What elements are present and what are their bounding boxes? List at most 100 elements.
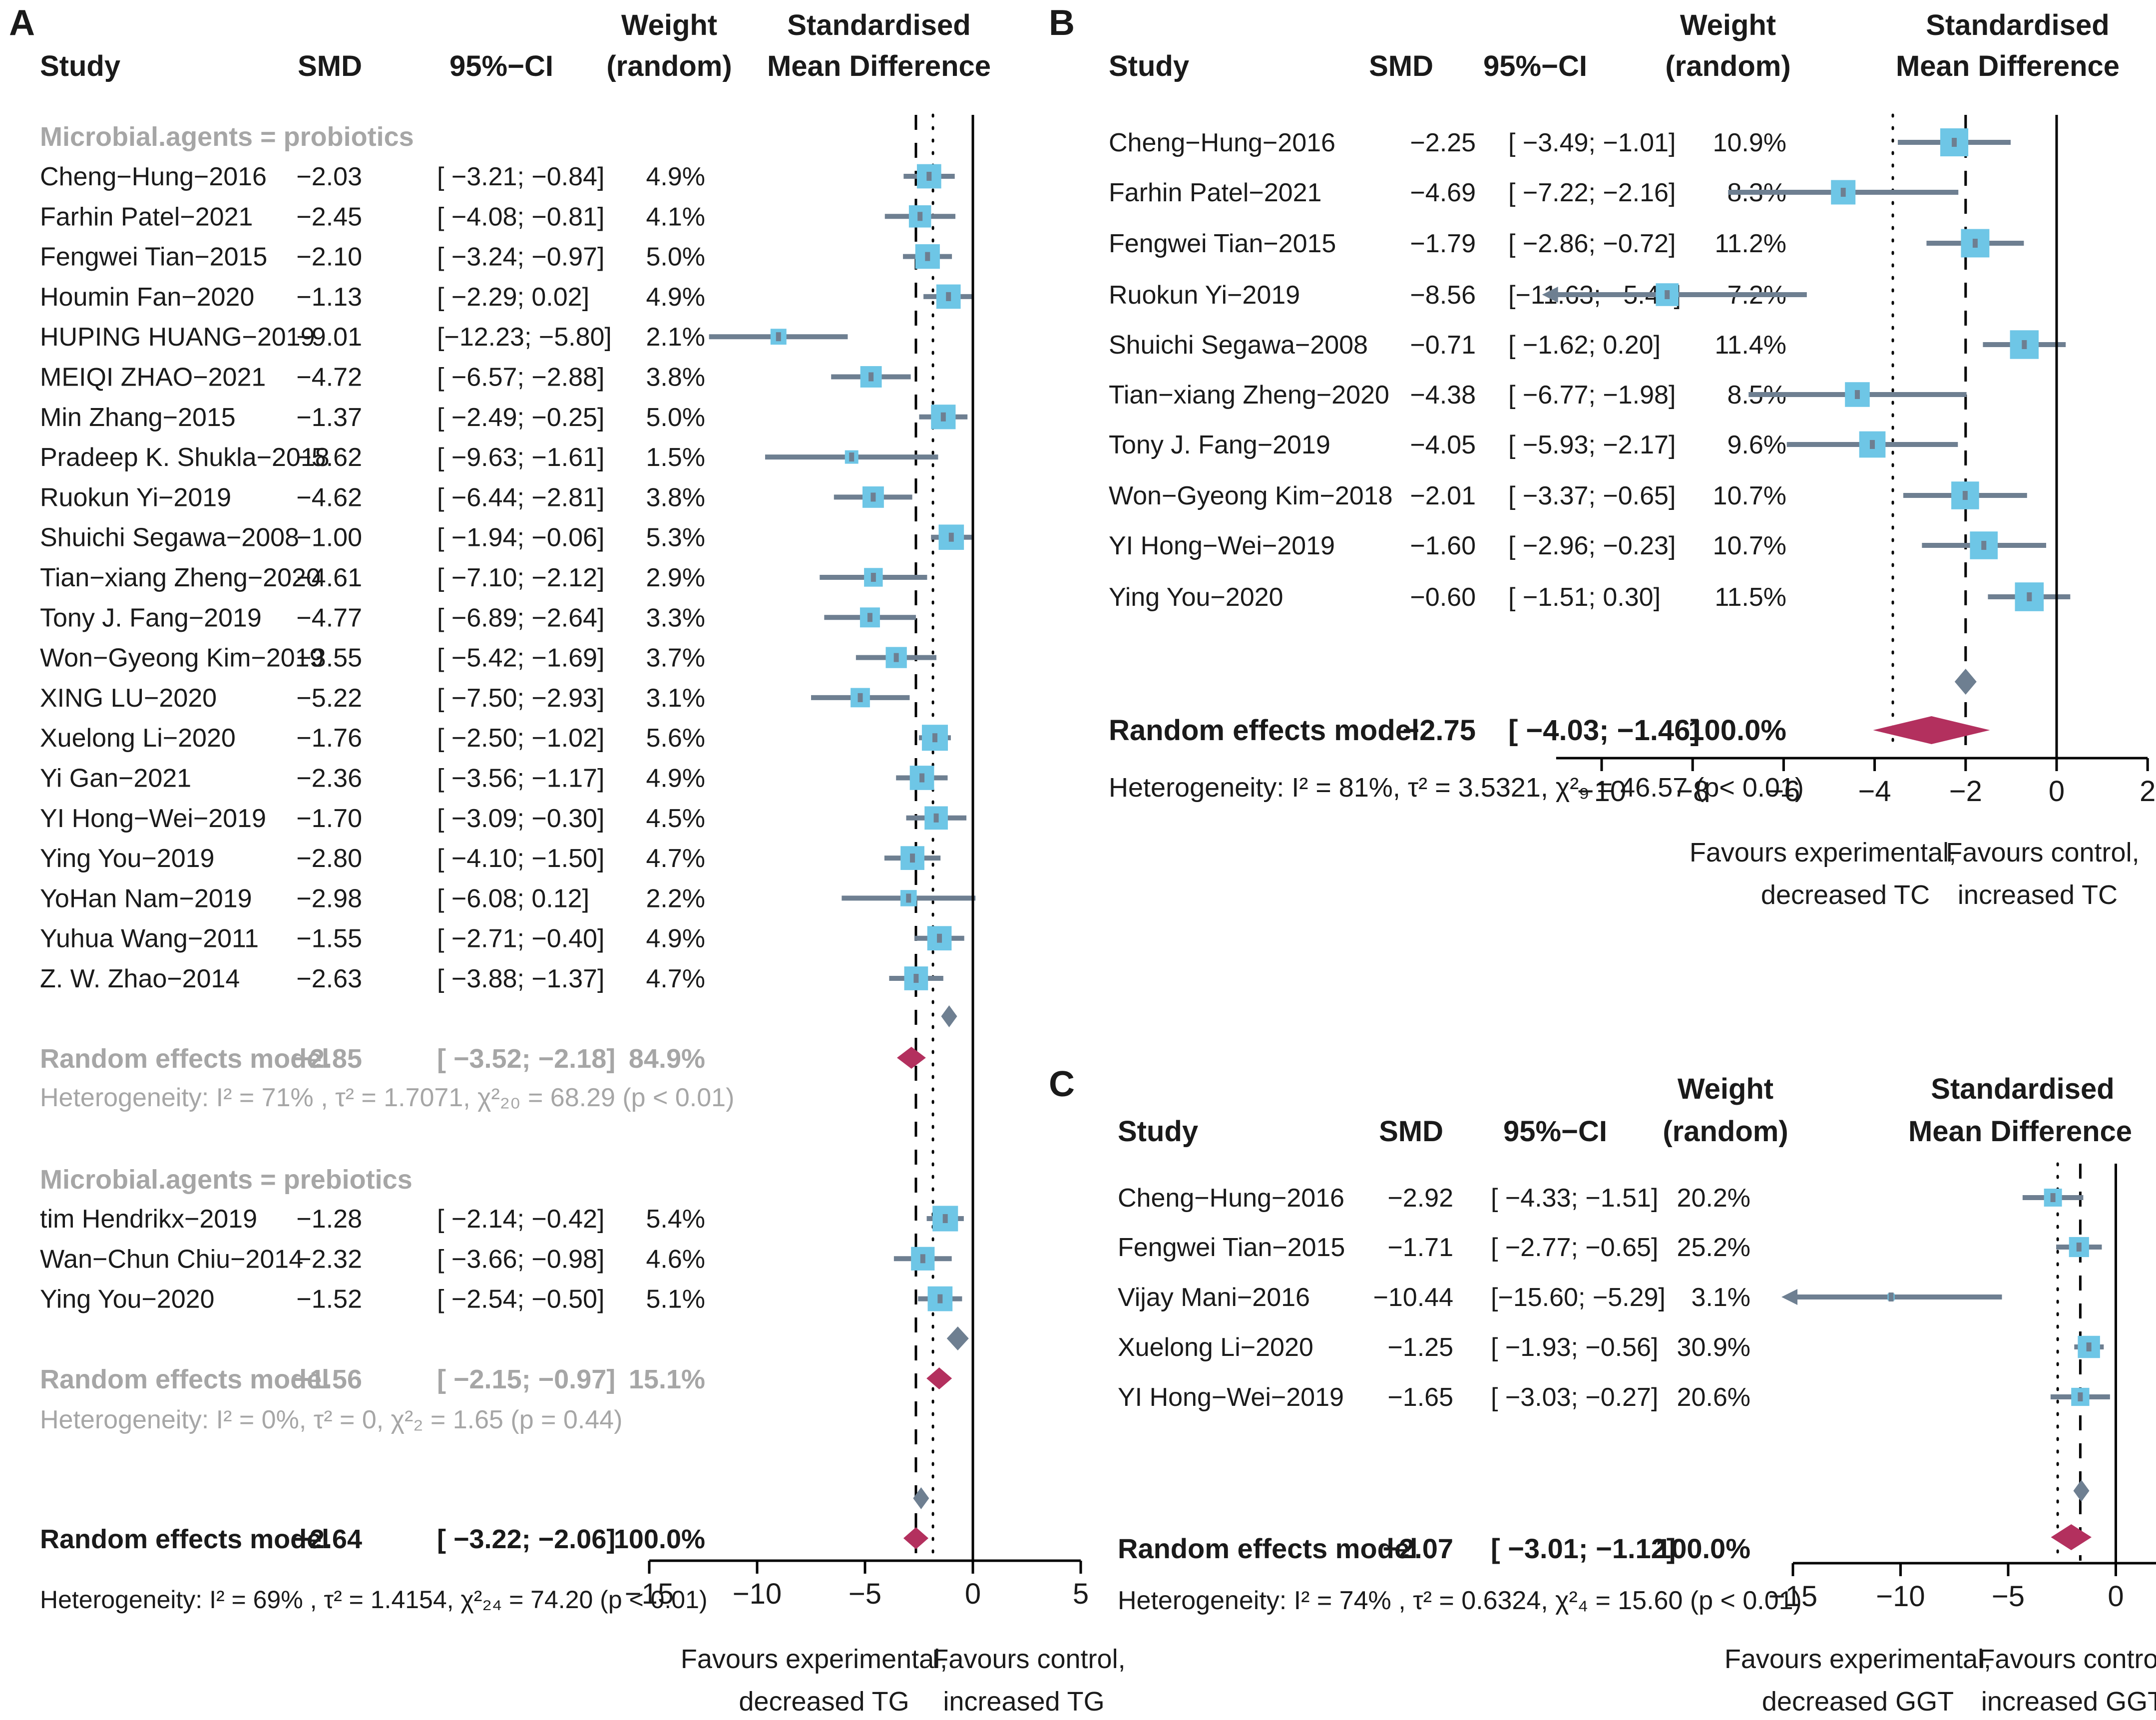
- favours-left-line1: Favours experimental,: [681, 1644, 947, 1674]
- study-name: Ruokun Yi−2019: [40, 483, 231, 512]
- point-estimate: [1981, 541, 1987, 550]
- heterogeneity-text: Heterogeneity: I² = 0%, τ² = 0, χ²₂ = 1.…: [40, 1405, 622, 1434]
- ci-value: [ −4.10; −1.50]: [437, 844, 604, 873]
- study-name: Tony J. Fang−2019: [1109, 430, 1330, 459]
- study-name: Ying You−2019: [40, 844, 214, 873]
- ci-value: [ −4.08; −0.81]: [437, 202, 604, 231]
- point-estimate: [2078, 1392, 2083, 1401]
- study-name: Cheng−Hung−2016: [1118, 1184, 1344, 1213]
- overall-model-diamond: [2051, 1524, 2092, 1550]
- smd-value: −1.28: [296, 1205, 362, 1234]
- overall-heterogeneity-text: Heterogeneity: I² = 74% , τ² = 0.6324, χ…: [1118, 1586, 1802, 1615]
- weight-value: 20.2%: [1677, 1184, 1750, 1213]
- smd-value: −9.01: [296, 323, 362, 352]
- point-estimate: [940, 412, 946, 422]
- smd-value: −2.10: [296, 243, 362, 272]
- ci-clip-arrow: [1542, 287, 1558, 303]
- ci-value: [ −3.88; −1.37]: [437, 964, 604, 993]
- overall-heterogeneity-text: Heterogeneity: I² = 69% , τ² = 1.4154, χ…: [40, 1586, 708, 1614]
- overall-prediction-marker: [913, 1487, 929, 1509]
- smd-value: −1.79: [1410, 229, 1476, 258]
- weight-value: 30.9%: [1677, 1333, 1750, 1362]
- ci-value: [ −6.44; −2.81]: [437, 483, 604, 512]
- weight-value: 1.5%: [646, 443, 705, 472]
- header-effect: Standardised: [787, 9, 970, 41]
- weight-value: 3.7%: [646, 644, 705, 673]
- smd-value: −2.32: [296, 1245, 362, 1274]
- point-estimate: [946, 292, 951, 301]
- weight-value: 5.0%: [646, 243, 705, 272]
- weight-value: 9.6%: [1727, 430, 1786, 459]
- header-effect: Standardised: [1926, 9, 2109, 41]
- study-name: Farhin Patel−2021: [40, 202, 253, 231]
- weight-value: 10.9%: [1713, 128, 1786, 157]
- overall-model-diamond: [1873, 716, 1990, 744]
- weight-value: 2.2%: [646, 884, 705, 913]
- x-tick-label: −8: [1676, 775, 1709, 808]
- group-prediction-marker: [941, 1005, 957, 1027]
- smd-value: −4.38: [1410, 381, 1476, 410]
- point-estimate: [1854, 390, 1860, 399]
- smd-value: −4.77: [296, 603, 362, 632]
- ci-value: [ −2.50; −1.02]: [437, 724, 604, 753]
- ci-value: [ −2.96; −0.23]: [1508, 531, 1676, 560]
- smd-value: −2.98: [296, 884, 362, 913]
- study-name: Fengwei Tian−2015: [1118, 1233, 1345, 1262]
- overall-model-weight: 100.0%: [1656, 1533, 1750, 1564]
- weight-value: 11.5%: [1715, 583, 1786, 612]
- model-weight: 84.9%: [629, 1044, 705, 1074]
- overall-model-weight: 100.0%: [614, 1524, 705, 1554]
- ci-value: [ −6.08; 0.12]: [437, 884, 589, 913]
- ci-value: [ −7.22; −2.16]: [1508, 178, 1676, 207]
- point-estimate: [948, 532, 954, 542]
- header-weight-sub: (random): [1665, 50, 1790, 82]
- point-estimate: [933, 813, 939, 823]
- x-tick-label: 0: [965, 1578, 981, 1610]
- point-estimate: [1888, 1292, 1894, 1301]
- smd-value: −5.22: [296, 684, 362, 713]
- ci-value: [ −3.09; −0.30]: [437, 804, 604, 833]
- prediction-marker: [1954, 669, 1977, 695]
- ci-value: [ −2.54; −0.50]: [437, 1285, 604, 1314]
- smd-value: −1.71: [1387, 1233, 1453, 1262]
- point-estimate: [1840, 188, 1846, 197]
- point-estimate: [910, 854, 915, 863]
- ci-value: [ −3.24; −0.97]: [437, 243, 604, 272]
- weight-value: 20.6%: [1677, 1383, 1750, 1412]
- study-name: Houmin Fan−2020: [40, 283, 254, 312]
- overall-model-smd: −2.75: [1402, 714, 1476, 747]
- point-estimate: [1952, 138, 1957, 147]
- point-estimate: [2050, 1193, 2056, 1202]
- overall-model-label: Random effects model: [1118, 1533, 1418, 1564]
- weight-value: 10.7%: [1713, 481, 1786, 510]
- ci-value: [ −6.89; −2.64]: [437, 603, 604, 632]
- weight-value: 4.9%: [646, 924, 705, 953]
- ci-value: [ −2.86; −0.72]: [1508, 229, 1676, 258]
- smd-value: −2.63: [296, 964, 362, 993]
- ci-value: [ −1.62; 0.20]: [1508, 331, 1661, 360]
- header-smd: SMD: [1369, 50, 1433, 82]
- study-name: Xuelong Li−2020: [1118, 1333, 1313, 1362]
- point-estimate: [920, 1254, 925, 1264]
- point-estimate: [942, 1214, 948, 1223]
- smd-value: −2.25: [1410, 128, 1476, 157]
- ci-value: [−15.60; −5.29]: [1491, 1283, 1666, 1312]
- x-tick-label: −5: [1992, 1580, 2025, 1613]
- study-name: Tony J. Fang−2019: [40, 603, 262, 632]
- study-name: Vijay Mani−2016: [1118, 1283, 1310, 1312]
- header-ci: 95%−CI: [1503, 1115, 1607, 1148]
- study-name: YI Hong−Wei−2019: [40, 804, 266, 833]
- point-estimate: [870, 492, 876, 502]
- favours-left-line1: Favours experimental,: [1690, 838, 1956, 867]
- overall-model-smd: −2.07: [1382, 1533, 1453, 1564]
- smd-value: −1.70: [296, 804, 362, 833]
- smd-value: −2.36: [296, 764, 362, 793]
- ci-value: [ −4.33; −1.51]: [1491, 1184, 1658, 1213]
- weight-value: 3.1%: [1691, 1283, 1750, 1312]
- study-name: Ruokun Yi−2019: [1109, 281, 1300, 310]
- weight-value: 10.7%: [1713, 531, 1786, 560]
- point-estimate: [868, 372, 874, 382]
- ci-value: [ −2.14; −0.42]: [437, 1205, 604, 1234]
- point-estimate: [867, 613, 872, 622]
- header-effect-sub: Mean Difference: [1896, 50, 2120, 82]
